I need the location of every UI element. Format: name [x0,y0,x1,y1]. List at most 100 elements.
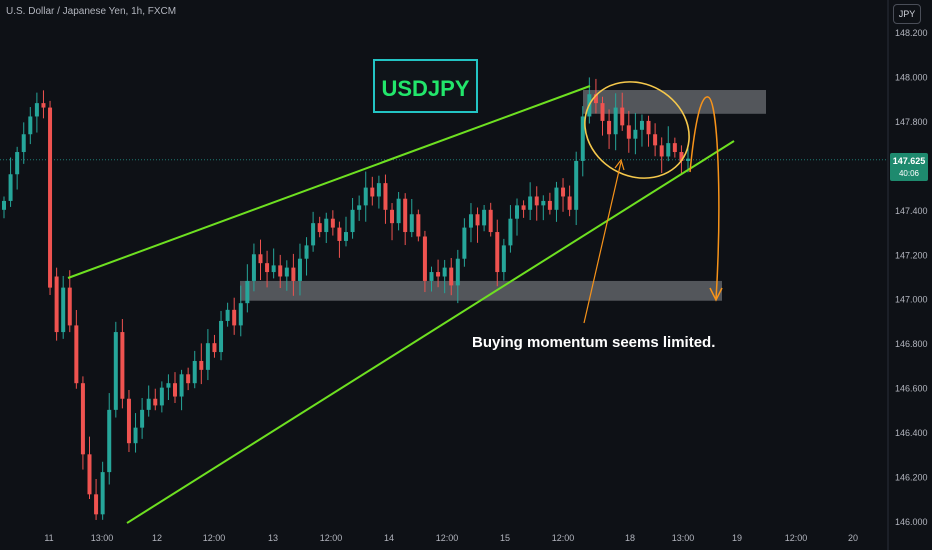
candle-body [436,272,441,277]
candle-body [337,227,342,241]
candle-body [416,214,421,237]
candle-body [403,198,408,233]
price-axis: 148.200148.000147.800147.600147.400147.2… [890,28,928,527]
candle-body [554,187,559,210]
candle-body [133,427,138,444]
y-tick-label: 147.200 [895,250,928,260]
candle-body [238,303,243,326]
candle-body [113,332,118,410]
x-tick-label: 12:00 [785,533,808,543]
candle-body [291,267,296,281]
current-price-value: 147.625 [893,156,926,166]
x-tick-label: 12 [152,533,162,543]
candle-body [74,325,79,384]
candle-body [495,232,500,273]
candle-body [620,107,625,126]
candle-body [646,120,651,135]
channel-upper-line [67,85,591,279]
candle-body [61,287,66,333]
x-tick-label: 18 [625,533,635,543]
candle-body [429,272,434,281]
candle-body [357,205,362,210]
candle-body [166,383,171,388]
candle-body [284,267,289,277]
candle-body [607,120,612,135]
candle-body [561,187,566,197]
candle-body [205,343,210,370]
x-tick-label: 12:00 [320,533,343,543]
candles [2,77,690,520]
y-tick-label: 146.400 [895,428,928,438]
candle-body [146,398,151,410]
candle-body [245,280,250,304]
x-tick-label: 13:00 [672,533,695,543]
candle-body [41,103,46,108]
currency-button[interactable]: JPY [893,4,921,24]
support-zone [240,280,722,301]
candle-body [396,198,401,224]
candle-body [580,116,585,161]
candle-body [593,94,598,104]
candle-body [653,134,658,146]
candle-body [508,218,513,246]
candle-body [140,409,145,428]
candle-body [515,205,519,219]
candle-body [633,129,638,139]
candle-body [324,218,329,233]
candle-body [212,343,217,353]
candle-body [475,214,480,226]
x-tick-label: 19 [732,533,742,543]
bar-countdown: 40:06 [899,169,920,178]
candle-body [179,374,184,397]
candle-body [613,107,618,135]
title-text: USDJPY [381,76,469,101]
y-tick-label: 146.600 [895,384,928,394]
y-tick-label: 146.000 [895,517,928,527]
y-tick-label: 147.800 [895,117,928,127]
annotation-text: Buying momentum seems limited. [472,334,715,351]
candle-body [80,383,85,455]
candle-body [251,254,256,281]
x-tick-label: 13:00 [91,533,114,543]
candle-body [626,125,631,139]
candle-body [547,200,552,210]
candle-body [390,209,395,224]
candle-body [159,387,164,406]
candle-body [48,107,53,288]
candle-body [311,223,316,246]
x-tick-label: 11 [44,533,53,543]
y-tick-label: 148.000 [895,72,928,82]
candle-body [120,332,125,399]
candle-body [468,214,473,228]
candle-body [54,276,59,333]
candle-body [574,160,579,210]
candle-body [199,360,204,370]
candle-body [363,187,368,206]
projection-arrow-head [709,287,723,302]
candle-body [173,383,177,397]
candle-body [600,103,605,121]
candle-body [186,374,191,384]
candle-body [488,209,493,233]
candle-body [422,236,427,281]
candle-body [317,223,322,233]
time-axis: 11 13:00 12 12:00 13 12:00 14 12:00 15 12:00 18 13:… [44,533,858,543]
candle-body [639,120,644,130]
candle-body [28,116,33,135]
symbol-header[interactable]: U.S. Dollar / Japanese Yen, 1h, FXCM [6,6,177,17]
candle-body [376,183,381,197]
candle-body [271,265,276,273]
candle-body [278,265,283,277]
candle-body [297,258,302,281]
x-tick-label: 12:00 [203,533,226,543]
candle-body [107,409,112,473]
x-tick-label: 12:00 [436,533,459,543]
candle-body [232,309,237,326]
candle-body [521,205,526,210]
candle-body [344,232,348,241]
candle-body [686,158,690,161]
candle-body [265,263,270,273]
y-tick-label: 148.200 [895,28,928,38]
